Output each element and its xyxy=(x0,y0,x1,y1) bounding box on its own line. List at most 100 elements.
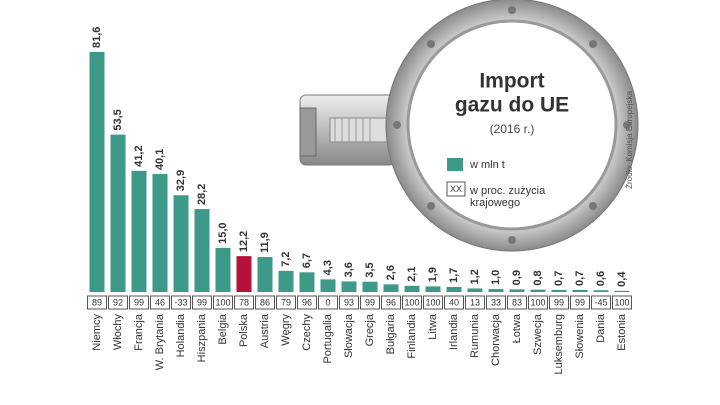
x-tick-label: Hiszpania xyxy=(196,313,208,362)
share-label: 93 xyxy=(344,297,354,307)
title: gazu do UE xyxy=(455,94,569,117)
x-tick-label: Holandia xyxy=(175,313,187,357)
x-tick-label: Słowacja xyxy=(343,313,355,358)
bar xyxy=(131,170,147,292)
x-tick-label: Irlandia xyxy=(448,313,460,350)
share-box xyxy=(528,295,548,310)
value-label: 3,6 xyxy=(343,262,355,277)
share-label: 92 xyxy=(113,297,123,307)
value-label: 2,6 xyxy=(385,265,397,280)
share-box xyxy=(465,295,485,310)
x-tick-label: Dania xyxy=(595,313,607,343)
share-label: 99 xyxy=(575,297,585,307)
share-box xyxy=(150,295,170,310)
bar xyxy=(593,290,609,292)
x-tick-label: Szwecja xyxy=(532,313,544,355)
bar xyxy=(152,174,168,292)
share-box xyxy=(213,295,233,310)
x-tick-label: Polska xyxy=(238,313,250,347)
value-label: 7,2 xyxy=(280,252,292,267)
bar xyxy=(509,289,525,292)
legend-label: w mln t xyxy=(469,159,505,171)
legend-label: w proc. zużycia krajowego xyxy=(470,185,546,209)
share-label: 100 xyxy=(404,297,419,307)
x-tick-label: Francja xyxy=(133,313,145,351)
bar xyxy=(320,279,336,292)
bar xyxy=(572,289,588,292)
x-tick-label: Rumunia xyxy=(469,313,481,358)
legend-sample: XX xyxy=(450,184,462,194)
share-box xyxy=(570,295,590,310)
share-box xyxy=(339,295,359,310)
x-tick-label: Bułgaria xyxy=(385,313,397,354)
valve-illustration xyxy=(299,0,639,252)
bar xyxy=(467,288,483,292)
share-box xyxy=(402,295,422,310)
share-box xyxy=(171,295,191,310)
value-label: 0,6 xyxy=(595,271,607,286)
share-box xyxy=(444,295,464,310)
x-tick-label: Niemcy xyxy=(91,314,103,351)
value-label: 1,2 xyxy=(469,269,481,284)
share-box xyxy=(486,295,506,310)
x-tick-label: Finlandia xyxy=(406,313,418,359)
share-box xyxy=(129,295,149,310)
value-label: 15,0 xyxy=(217,222,229,243)
share-label: -33 xyxy=(174,297,187,307)
share-box xyxy=(423,295,443,310)
share-label: 100 xyxy=(530,297,545,307)
bar xyxy=(488,289,504,292)
x-tick-label: Słowenia xyxy=(574,313,586,359)
bar xyxy=(278,270,294,292)
share-label: 100 xyxy=(215,297,230,307)
value-label: 12,2 xyxy=(238,231,250,252)
share-box xyxy=(591,295,611,310)
share-label: 96 xyxy=(302,297,312,307)
x-tick-label: Litwa xyxy=(427,313,439,340)
x-tick-label: Austria xyxy=(259,313,271,348)
bar xyxy=(89,52,105,292)
share-box xyxy=(108,295,128,310)
x-tick-label: Estonia xyxy=(616,313,628,351)
share-label: 0 xyxy=(325,297,330,307)
share-label: 89 xyxy=(92,297,102,307)
share-box xyxy=(255,295,275,310)
share-box xyxy=(87,295,107,310)
share-label: 13 xyxy=(470,297,480,307)
value-label: 3,5 xyxy=(364,262,376,277)
bar xyxy=(236,256,252,292)
value-label: 53,5 xyxy=(112,109,124,130)
x-tick-label: Węgry xyxy=(280,314,292,346)
share-label: 33 xyxy=(491,297,501,307)
share-box xyxy=(381,295,401,310)
bar xyxy=(425,286,441,292)
legend-swatch xyxy=(447,158,463,171)
value-label: 0,4 xyxy=(616,271,628,287)
value-label: 6,7 xyxy=(301,253,313,268)
value-label: 1,7 xyxy=(448,268,460,283)
share-label: 78 xyxy=(239,297,249,307)
x-tick-label: Belgia xyxy=(217,313,229,344)
share-label: 46 xyxy=(155,297,165,307)
value-label: 0,7 xyxy=(574,271,586,286)
share-box xyxy=(318,295,338,310)
value-label: 0,8 xyxy=(532,270,544,285)
share-box xyxy=(234,295,254,310)
bar xyxy=(215,247,231,292)
value-label: 28,2 xyxy=(196,184,208,205)
share-label: -45 xyxy=(594,297,607,307)
value-label: 4,3 xyxy=(322,260,334,275)
bar xyxy=(551,289,567,292)
x-tick-label: Czechy xyxy=(301,314,313,351)
bar xyxy=(530,289,546,292)
x-tick-label: Włochy xyxy=(112,314,124,351)
bar xyxy=(194,209,210,292)
share-label: 99 xyxy=(365,297,375,307)
x-tick-label: W. Brytania xyxy=(154,313,166,370)
share-label: 100 xyxy=(425,297,440,307)
value-label: 0,9 xyxy=(511,270,523,285)
value-label: 11,9 xyxy=(259,232,271,253)
share-box xyxy=(297,295,317,310)
